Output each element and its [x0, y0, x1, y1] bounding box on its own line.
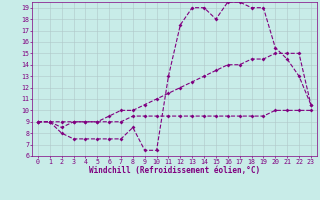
X-axis label: Windchill (Refroidissement éolien,°C): Windchill (Refroidissement éolien,°C): [89, 166, 260, 175]
